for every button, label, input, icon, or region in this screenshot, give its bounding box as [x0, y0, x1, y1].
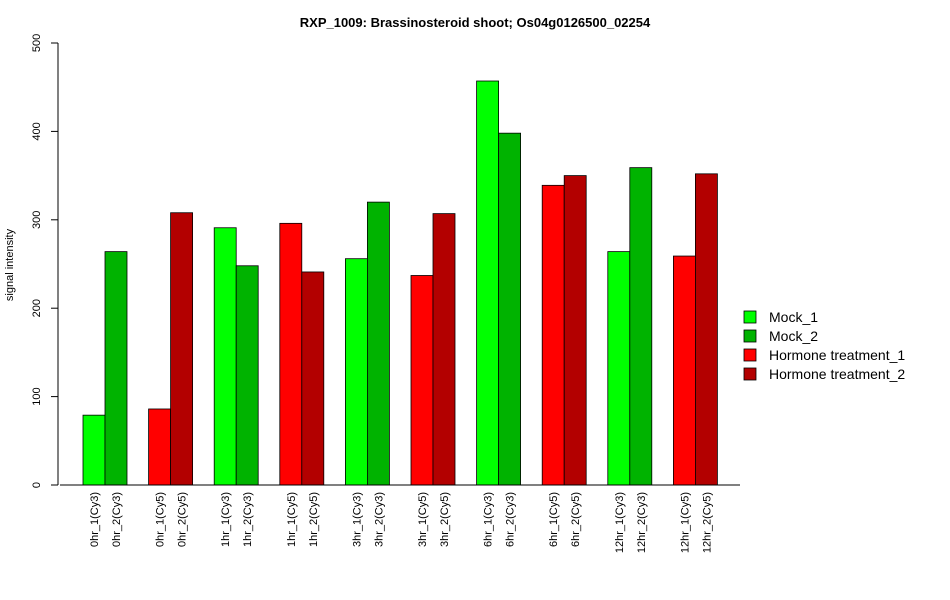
- x-tick-label: 0hr_2(Cy3): [111, 492, 123, 547]
- bar: [432, 213, 456, 486]
- x-tick-label: 0hr_2(Cy5): [177, 492, 189, 547]
- x-tick-label: 6hr_1(Cy5): [548, 492, 560, 547]
- x-tick-label: 3hr_1(Cy3): [351, 492, 363, 547]
- x-tick-label: 1hr_2(Cy3): [242, 492, 254, 547]
- y-tick-label: 100: [31, 387, 43, 405]
- x-tick-label: 6hr_2(Cy5): [570, 492, 582, 547]
- bar: [410, 275, 434, 486]
- y-axis-label: signal intensity: [4, 228, 16, 301]
- x-tick-label: 0hr_1(Cy5): [155, 492, 167, 547]
- x-tick-label: 12hr_1(Cy3): [614, 492, 626, 553]
- x-tick-label: 12hr_1(Cy5): [679, 492, 691, 553]
- bar: [366, 201, 390, 486]
- x-tick-label: 3hr_2(Cy3): [373, 492, 385, 547]
- bar: [607, 251, 631, 486]
- legend-swatch: [743, 329, 757, 343]
- bar: [279, 222, 303, 486]
- x-tick-label: 6hr_1(Cy3): [483, 492, 495, 547]
- y-tick-label: 200: [31, 299, 43, 317]
- x-tick-label: 1hr_1(Cy5): [286, 492, 298, 547]
- legend-swatch: [743, 367, 757, 381]
- bar: [301, 271, 325, 486]
- x-tick-label: 3hr_1(Cy5): [417, 492, 429, 547]
- x-tick-label: 6hr_2(Cy3): [505, 492, 517, 547]
- bar: [170, 212, 194, 486]
- bar: [541, 184, 565, 486]
- legend-label: Hormone treatment_1: [769, 347, 905, 363]
- chart-title: RXP_1009: Brassinosteroid shoot; Os04g01…: [300, 15, 651, 30]
- bar: [82, 414, 106, 486]
- y-tick-label: 300: [31, 211, 43, 229]
- y-axis: 0 100 200 300 400 500: [31, 34, 59, 488]
- legend-label: Mock_1: [769, 309, 818, 325]
- bar: [213, 227, 237, 486]
- legend-label: Hormone treatment_2: [769, 366, 905, 382]
- x-tick-label: 1hr_1(Cy3): [220, 492, 232, 547]
- x-tick-label: 0hr_1(Cy3): [89, 492, 101, 547]
- y-tick-label: 400: [31, 122, 43, 140]
- bar: [695, 173, 718, 486]
- bar: [629, 167, 653, 486]
- x-tick-label: 12hr_2(Cy3): [636, 492, 648, 553]
- y-tick-label: 0: [31, 482, 43, 488]
- bar: [104, 251, 128, 486]
- bar: [344, 258, 368, 486]
- bars: [82, 80, 718, 486]
- x-tick-labels: 0hr_1(Cy3) 0hr_2(Cy3) 0hr_1(Cy5) 0hr_2(Cy5)…: [89, 492, 713, 553]
- y-tick-label: 500: [31, 34, 43, 52]
- bar: [148, 408, 172, 486]
- x-tick-label: 3hr_2(Cy5): [439, 492, 451, 547]
- bar: [235, 265, 259, 486]
- legend-swatch: [743, 310, 757, 324]
- legend-label: Mock_2: [769, 328, 818, 344]
- x-tick-label: 12hr_2(Cy5): [701, 492, 713, 553]
- x-tick-label: 1hr_2(Cy5): [308, 492, 320, 547]
- bar: [673, 255, 696, 486]
- legend: Mock_1 Mock_2 Hormone treatment_1 Hormone t…: [743, 309, 905, 382]
- bar: [498, 132, 522, 486]
- bar: [563, 175, 587, 486]
- legend-swatch: [743, 348, 757, 362]
- bar: [476, 80, 500, 486]
